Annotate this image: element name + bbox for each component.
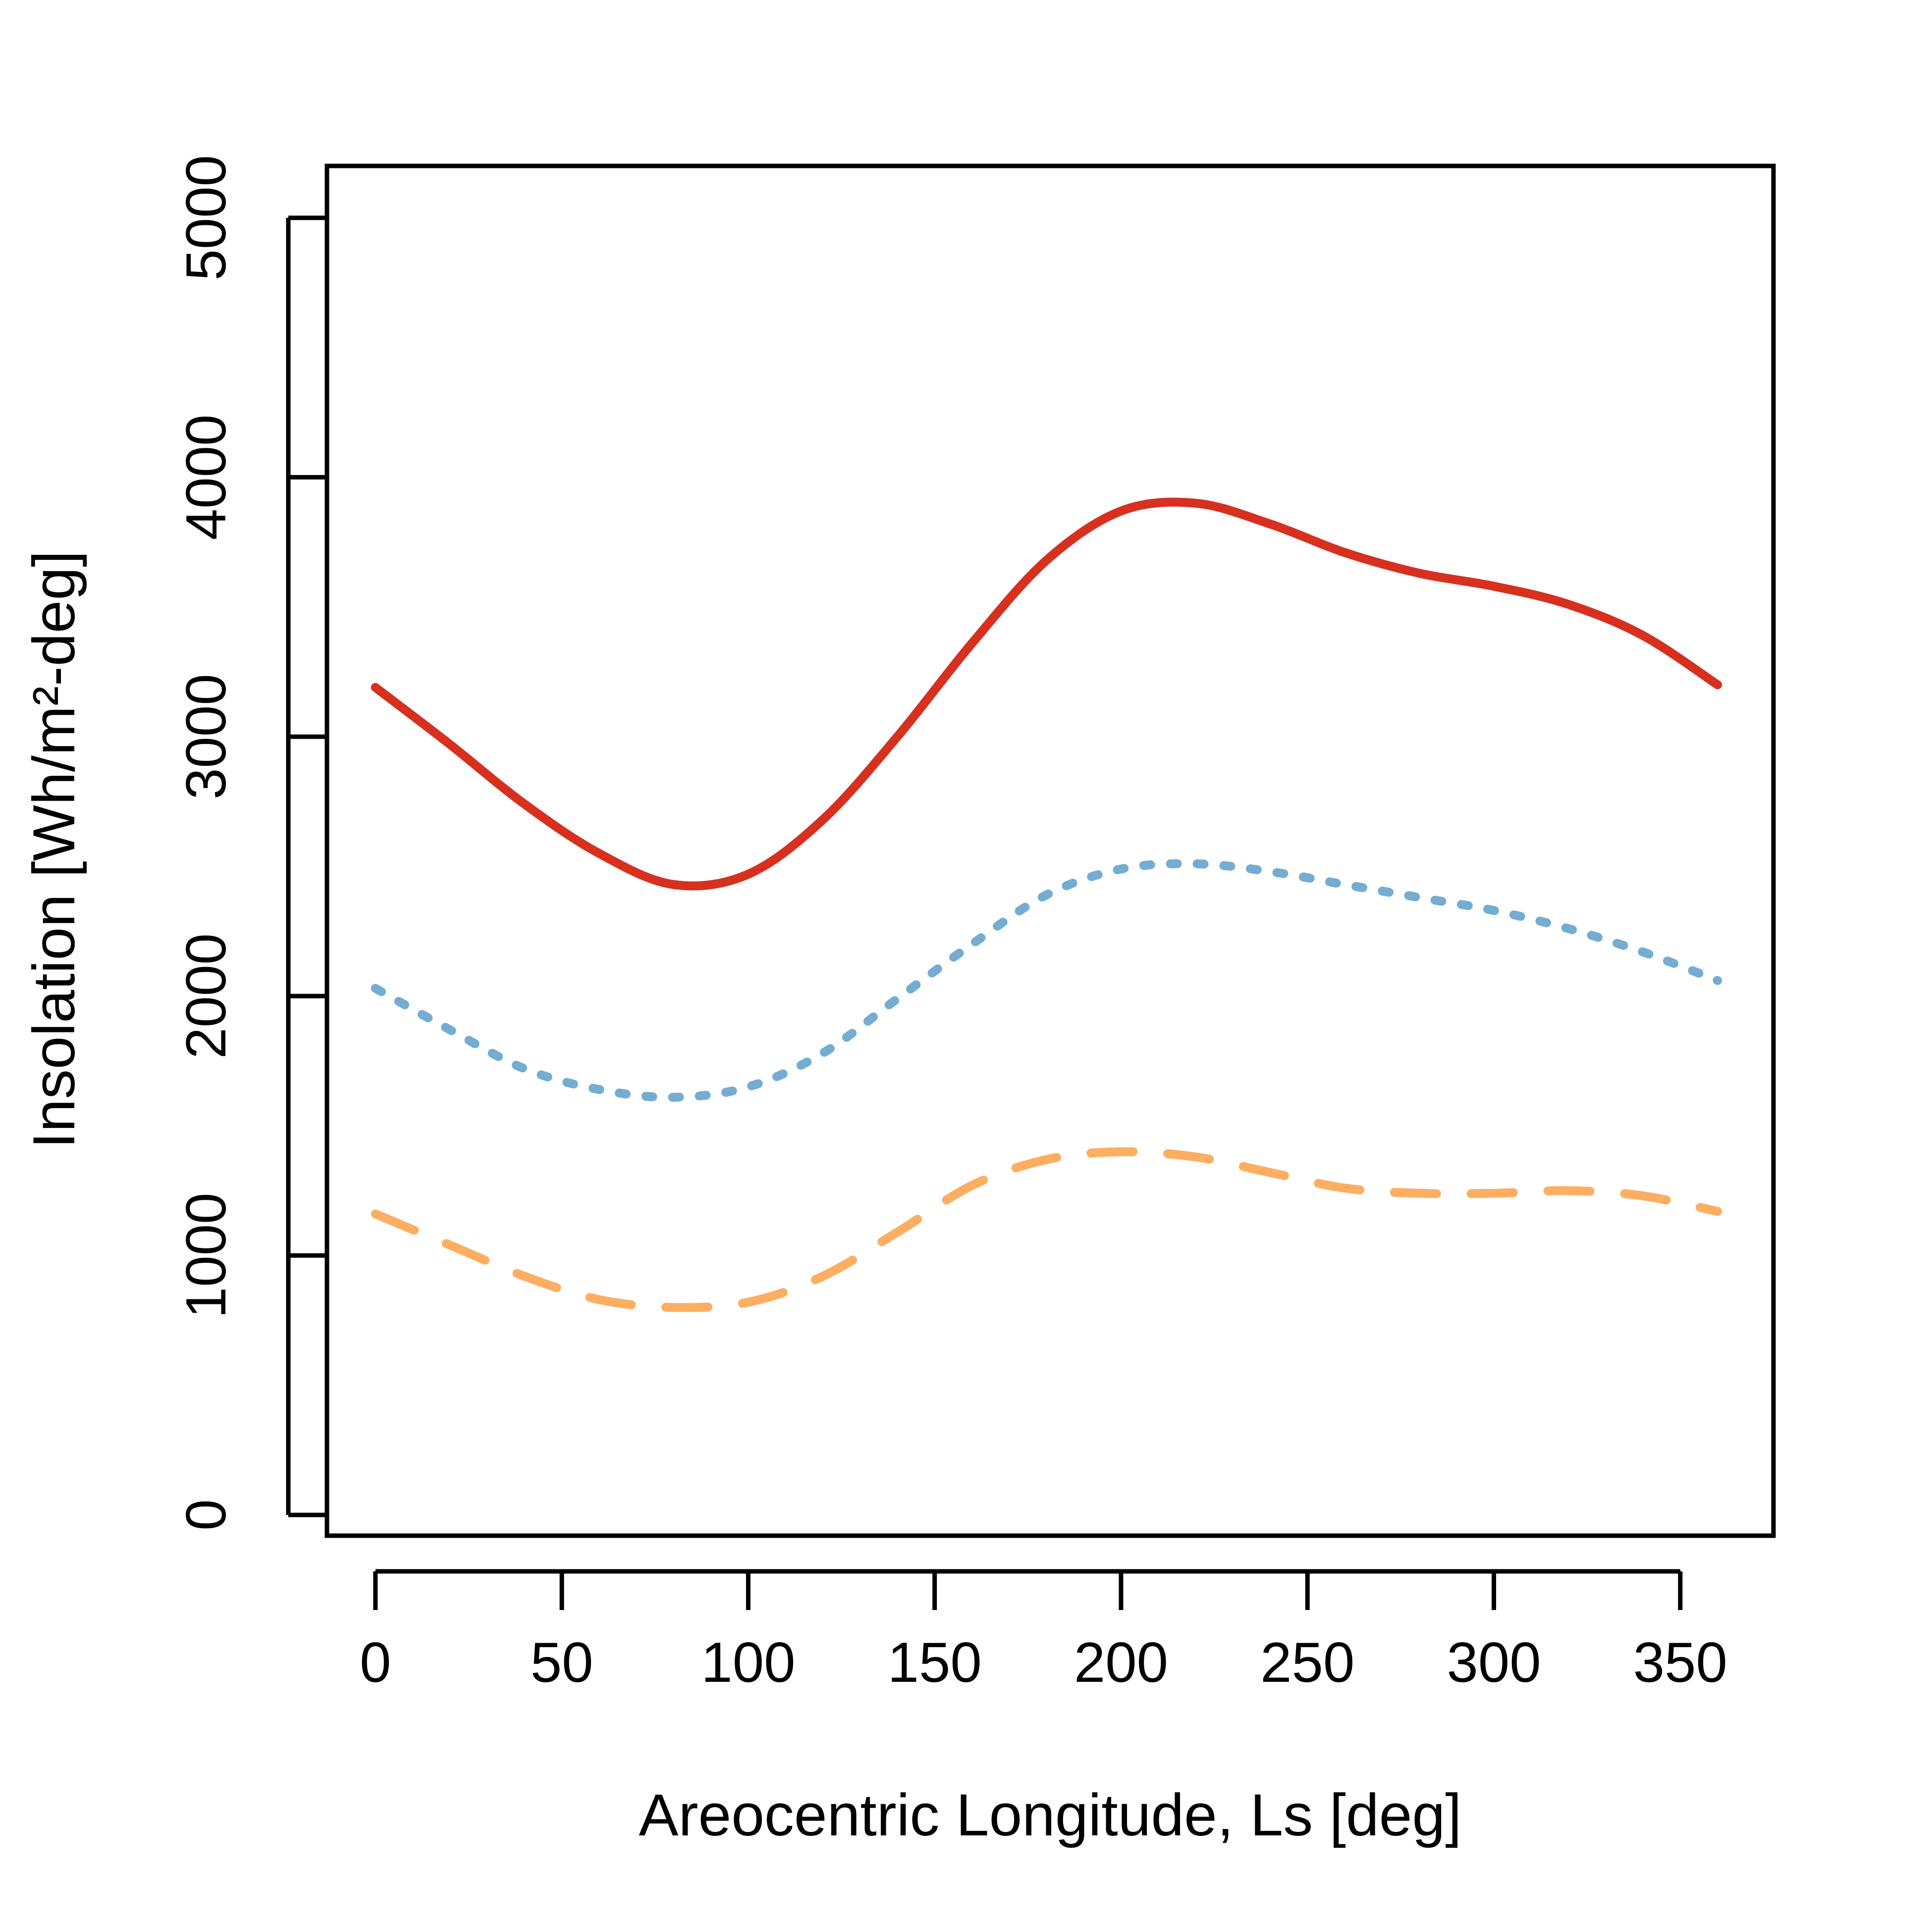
y-tick-label: 4000 <box>175 415 238 540</box>
x-tick-label: 100 <box>701 1631 795 1694</box>
x-tick-label: 350 <box>1633 1631 1727 1694</box>
y-tick-label: 1000 <box>175 1193 238 1319</box>
series-layer <box>371 497 1722 1312</box>
x-tick-label: 200 <box>1074 1631 1168 1694</box>
series-line-2 <box>371 859 1722 1102</box>
x-tick-label: 50 <box>531 1631 593 1694</box>
y-axis-title: Insolation [Wh/m²-deg] <box>21 550 87 1148</box>
y-axis: 0 1000 2000 3000 4000 5000 <box>175 155 327 1531</box>
x-axis-title: Areocentric Longitude, Ls [deg] <box>639 1782 1461 1848</box>
plot-frame <box>324 163 1776 1538</box>
x-axis: 0 50 100 150 200 250 300 350 <box>360 1569 1727 1694</box>
y-tick-label: 3000 <box>175 674 238 800</box>
series-line-3 <box>371 1147 1722 1312</box>
x-tick-label: 0 <box>360 1631 391 1694</box>
series-line-1 <box>371 497 1722 891</box>
y-tick-label: 5000 <box>175 155 238 281</box>
y-tick-label: 2000 <box>175 933 238 1059</box>
x-tick-label: 250 <box>1260 1631 1354 1694</box>
x-tick-label: 150 <box>888 1631 982 1694</box>
y-tick-label: 0 <box>175 1499 238 1530</box>
x-tick-label: 300 <box>1447 1631 1541 1694</box>
